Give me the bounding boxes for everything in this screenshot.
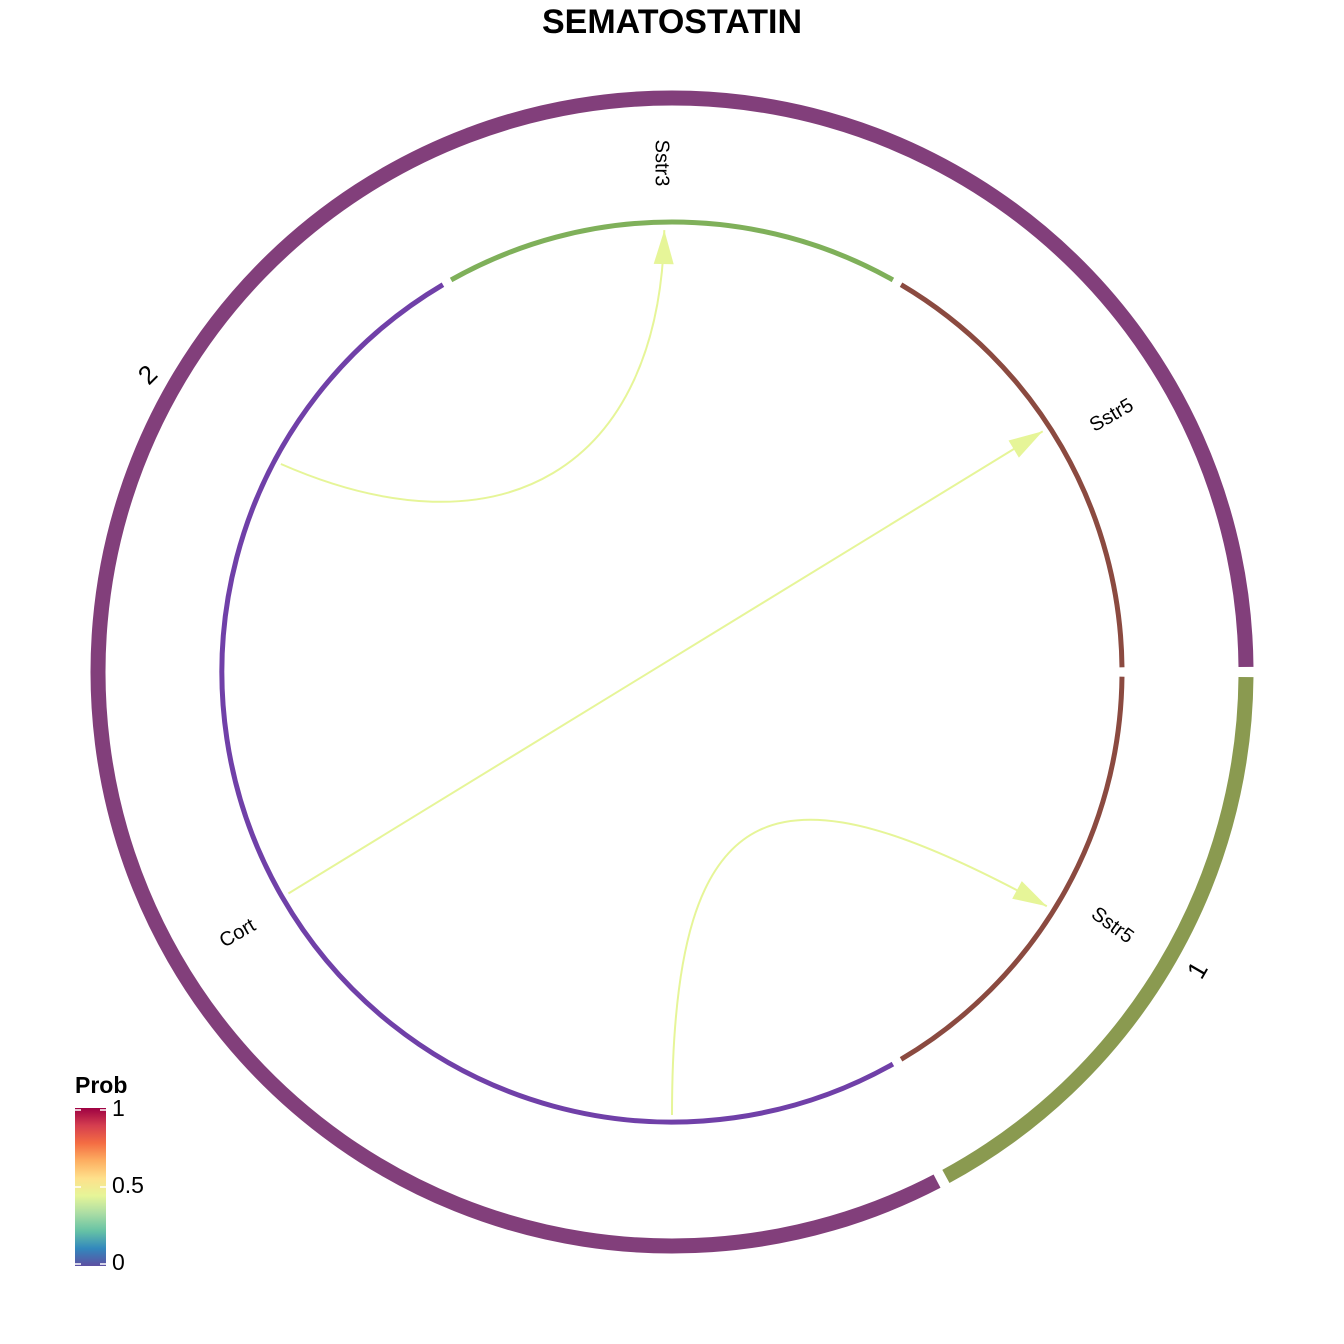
legend-tick-label-0: 0 xyxy=(112,1249,125,1275)
link-cort-sstr5-1 xyxy=(287,430,1044,895)
sector-ring xyxy=(219,219,1125,1125)
group-label-2: 2 xyxy=(132,359,163,390)
sector-label-sstr5-0: Sstr5 xyxy=(1087,903,1138,948)
sector-label-cort-3: Cort xyxy=(216,914,260,952)
legend-tick-label-1: 0.5 xyxy=(112,1172,144,1198)
group-arc-1 xyxy=(942,676,1254,1184)
link-cort-sstr5-2 xyxy=(671,818,1048,1116)
group-arc-2 xyxy=(90,90,1254,1254)
arrowhead-sstr5-1 xyxy=(1008,431,1043,458)
arrowhead-sstr3-0 xyxy=(653,230,674,265)
arrowhead-sstr5-2 xyxy=(1012,881,1047,907)
sector-label-sstr5-1: Sstr5 xyxy=(1086,394,1137,436)
sector-label-sstr3-2: Sstr3 xyxy=(651,140,673,187)
legend-tick-label-2: 1 xyxy=(112,1095,125,1121)
labels: Sstr5 Sstr5 Sstr3 Cort 1 2 xyxy=(132,140,1214,984)
sector-arc-sstr5-0 xyxy=(899,676,1125,1062)
sector-arc-sstr3-2 xyxy=(449,219,895,283)
legend: Prob 00.51 xyxy=(75,1072,144,1275)
sector-arc-cort-3 xyxy=(219,282,895,1125)
chart-title: SEMATOSTATIN xyxy=(542,3,802,41)
legend-title: Prob xyxy=(75,1072,127,1098)
group-ring xyxy=(90,90,1254,1254)
sector-arc-sstr5-1 xyxy=(899,282,1125,668)
links xyxy=(280,230,1048,1116)
legend-ticks: 00.51 xyxy=(75,1095,144,1275)
link-cort-sstr3-0 xyxy=(280,230,666,503)
group-label-1: 1 xyxy=(1181,956,1214,984)
